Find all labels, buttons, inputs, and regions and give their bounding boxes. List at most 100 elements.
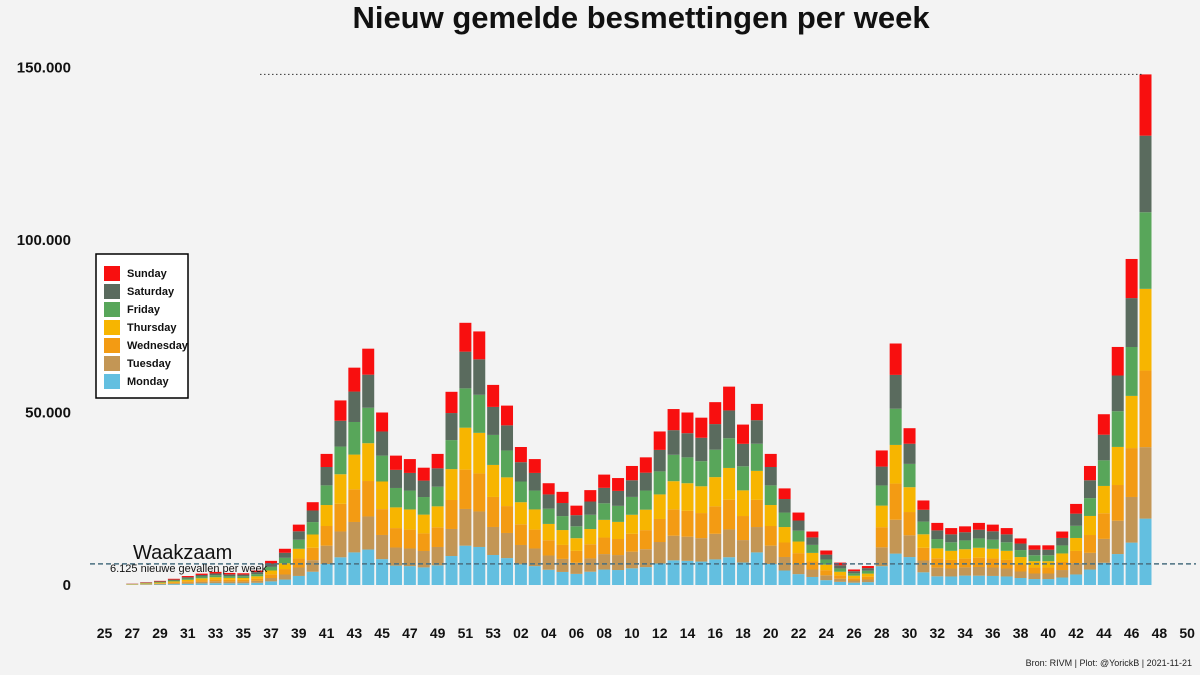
bar-segment-friday xyxy=(181,578,194,580)
bar-segment-tuesday xyxy=(389,547,402,566)
bar-segment-wednesday xyxy=(778,542,791,557)
bar-segment-wednesday xyxy=(431,527,444,547)
bar-segment-friday xyxy=(501,450,514,478)
bar-segment-friday xyxy=(986,539,999,549)
bar-segment-monday xyxy=(598,569,611,585)
bar-segment-tuesday xyxy=(598,554,611,570)
bar-segment-tuesday xyxy=(1014,571,1027,579)
bar-segment-tuesday xyxy=(501,532,514,559)
bar-segment-monday xyxy=(445,556,458,585)
bar-segment-thursday xyxy=(750,470,763,500)
bar-segment-friday xyxy=(195,576,208,579)
bar-segment-thursday xyxy=(667,481,680,510)
bar-segment-tuesday xyxy=(723,529,736,558)
bar-segment-friday xyxy=(1070,525,1083,538)
bar-segment-thursday xyxy=(903,487,916,513)
bar-segment-sunday xyxy=(778,488,791,500)
bar-segment-tuesday xyxy=(653,542,666,564)
bar-segment-monday xyxy=(986,575,999,585)
bar-segment-sunday xyxy=(653,431,666,450)
bar-segment-tuesday xyxy=(931,567,944,577)
bar-stack-week-46 xyxy=(1125,258,1138,585)
bar-segment-thursday xyxy=(834,571,847,576)
bar-segment-friday xyxy=(487,434,500,465)
bar-segment-saturday xyxy=(764,467,777,486)
bar-segment-tuesday xyxy=(750,527,763,553)
bar-segment-thursday xyxy=(723,467,736,500)
bar-segment-friday xyxy=(834,568,847,572)
bar-segment-sunday xyxy=(848,569,861,572)
bar-segment-saturday xyxy=(820,554,833,560)
bar-segment-friday xyxy=(625,496,638,515)
bar-segment-friday xyxy=(612,505,625,522)
bar-segment-tuesday xyxy=(362,516,375,550)
x-tick-label: 34 xyxy=(957,625,973,641)
bar-segment-monday xyxy=(514,564,527,585)
bar-stack-week-15 xyxy=(695,417,708,585)
bar-segment-monday xyxy=(639,567,652,585)
bar-stack-week-07 xyxy=(584,490,597,585)
bar-segment-monday xyxy=(306,571,319,585)
bar-segment-friday xyxy=(320,485,333,506)
bar-segment-monday xyxy=(612,570,625,585)
bar-segment-wednesday xyxy=(667,509,680,536)
bar-segment-saturday xyxy=(667,430,680,455)
x-tick-label: 41 xyxy=(319,625,335,641)
bar-stack-week-19 xyxy=(750,403,763,585)
bar-segment-monday xyxy=(154,584,167,585)
x-tick-label: 32 xyxy=(930,625,946,641)
bar-segment-sunday xyxy=(695,417,708,438)
bar-segment-wednesday xyxy=(972,557,985,567)
bar-segment-sunday xyxy=(917,500,930,510)
bar-segment-wednesday xyxy=(278,569,291,575)
bar-stack-week-43 xyxy=(348,367,361,585)
x-tick-label: 39 xyxy=(291,625,307,641)
bar-segment-wednesday xyxy=(584,544,597,559)
bar-segment-wednesday xyxy=(389,528,402,548)
bar-segment-sunday xyxy=(806,531,819,538)
bar-segment-thursday xyxy=(487,464,500,497)
bar-segment-wednesday xyxy=(834,575,847,579)
bar-segment-thursday xyxy=(1070,537,1083,551)
bar-segment-thursday xyxy=(806,552,819,562)
bar-segment-saturday xyxy=(1014,543,1027,551)
bar-segment-tuesday xyxy=(917,560,930,573)
bar-segment-saturday xyxy=(972,529,985,539)
legend: Sunday Saturday Friday Thursday Wednesday Tue… xyxy=(95,253,189,399)
bar-stack-week-20 xyxy=(764,453,777,585)
bar-segment-friday xyxy=(598,503,611,520)
bar-segment-sunday xyxy=(389,455,402,470)
bar-segment-monday xyxy=(764,564,777,585)
bar-segment-monday xyxy=(403,566,416,585)
bar-segment-wednesday xyxy=(417,533,430,551)
bar-segment-friday xyxy=(681,457,694,484)
legend-label-tuesday: Tuesday xyxy=(127,358,172,370)
bar-segment-thursday xyxy=(653,494,666,519)
bar-segment-tuesday xyxy=(265,577,278,582)
legend-label-thursday: Thursday xyxy=(127,322,177,334)
bar-segment-thursday xyxy=(1139,288,1152,371)
bar-segment-wednesday xyxy=(348,489,361,522)
bar-segment-tuesday xyxy=(431,546,444,566)
bar-segment-monday xyxy=(348,552,361,585)
bar-segment-friday xyxy=(736,466,749,491)
legend-swatch-monday xyxy=(104,374,120,389)
bar-segment-tuesday xyxy=(278,574,291,580)
bar-segment-tuesday xyxy=(1000,568,1013,577)
bar-stack-week-28 xyxy=(140,582,153,585)
bar-segment-sunday xyxy=(1139,74,1152,136)
x-tick-label: 02 xyxy=(513,625,529,641)
bar-segment-friday xyxy=(889,408,902,445)
bar-segment-saturday xyxy=(931,530,944,540)
bar-segment-thursday xyxy=(348,454,361,490)
bar-segment-saturday xyxy=(598,487,611,504)
bar-segment-friday xyxy=(1111,411,1124,447)
bar-stack-week-49 xyxy=(431,453,444,585)
bar-segment-sunday xyxy=(1028,545,1041,550)
bar-segment-saturday xyxy=(195,574,208,577)
bar-stack-week-34 xyxy=(223,572,236,585)
bar-segment-saturday xyxy=(514,462,527,482)
bar-segment-thursday xyxy=(639,509,652,531)
bar-segment-friday xyxy=(154,581,167,583)
